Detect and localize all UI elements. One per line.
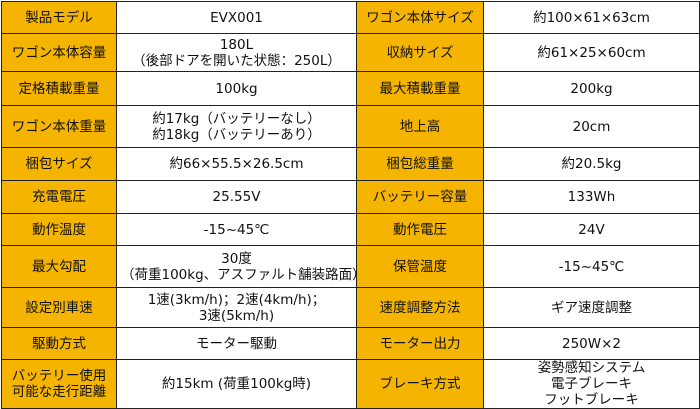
cell-line: 約17kg（バッテリーなし） <box>152 110 321 127</box>
cell-line: 約66×55.5×26.5cm <box>169 156 304 172</box>
spec-value: 24V <box>483 213 700 246</box>
spec-label: 駆動方式 <box>1 327 117 360</box>
spec-label: モーター出力 <box>356 327 484 360</box>
spec-label: ブレーキ方式 <box>356 359 484 409</box>
spec-label: 梱包サイズ <box>1 147 117 181</box>
spec-row: 動作温度 -15~45℃ 動作電圧 24V <box>1 213 700 246</box>
spec-label: バッテリー使用 可能な走行距離 <box>1 359 117 409</box>
spec-label: 動作電圧 <box>356 213 484 246</box>
spec-value: 100kg <box>116 71 357 106</box>
spec-label: 最大積載重量 <box>356 71 484 106</box>
spec-value: 25.55V <box>116 180 357 214</box>
cell-line: 180L <box>219 36 254 53</box>
cell-line: 1速(3km/h)；2速(4km/h)； <box>147 291 326 308</box>
cell-line: ギア速度調整 <box>551 299 632 316</box>
spec-value: 姿勢感知システム 電子ブレーキ フットブレーキ <box>483 359 700 409</box>
spec-value: -15~45℃ <box>483 245 700 288</box>
cell-line: 約15km (荷重100kg時) <box>161 376 312 392</box>
spec-value: 約17kg（バッテリーなし） 約18kg（バッテリーあり） <box>116 105 357 148</box>
spec-label: ワゴン本体サイズ <box>356 1 484 34</box>
spec-value: 約15km (荷重100kg時) <box>116 359 357 409</box>
cell-line: モーター駆動 <box>196 335 277 352</box>
spec-label: 保管温度 <box>356 245 484 288</box>
cell-line: 25.55V <box>212 189 261 205</box>
spec-row: ワゴン本体重量 約17kg（バッテリーなし） 約18kg（バッテリーあり） 地上高 20… <box>1 105 700 148</box>
spec-label: 地上高 <box>356 105 484 148</box>
spec-label: 製品モデル <box>1 1 117 34</box>
spec-row: 梱包サイズ 約66×55.5×26.5cm 梱包総重量 約20.5kg <box>1 147 700 181</box>
spec-value: EVX001 <box>116 1 357 34</box>
cell-line: -15~45℃ <box>203 221 270 238</box>
cell-line: 可能な走行距離 <box>11 384 107 400</box>
spec-label: 収納サイズ <box>356 33 484 72</box>
cell-line: 約100×61×63cm <box>533 9 650 26</box>
spec-value: 30度 （荷重100kg、アスファルト舗装路面） <box>116 245 366 288</box>
spec-value: 20cm <box>483 105 700 148</box>
spec-value: 1速(3km/h)；2速(4km/h)； 3速(5km/h) <box>116 287 357 328</box>
spec-label: 速度調整方法 <box>356 287 484 328</box>
spec-label: 動作温度 <box>1 213 117 246</box>
cell-line: フットブレーキ <box>544 392 639 408</box>
spec-label: 定格積載重量 <box>1 71 117 106</box>
cell-line: 姿勢感知システム <box>537 360 646 376</box>
cell-line: 100kg <box>215 80 258 97</box>
spec-value: 133Wh <box>483 180 700 214</box>
spec-value: 200kg <box>483 71 700 106</box>
cell-line: バッテリー使用 <box>11 368 107 384</box>
cell-line: EVX001 <box>210 9 263 26</box>
cell-line: 3速(5km/h) <box>198 307 275 324</box>
spec-row: 充電電圧 25.55V バッテリー容量 133Wh <box>1 180 700 214</box>
spec-value: 約20.5kg <box>483 147 700 181</box>
spec-row: 駆動方式 モーター駆動 モーター出力 250W×2 <box>1 327 700 360</box>
cell-line: 250W×2 <box>561 335 622 352</box>
spec-row: 設定別車速 1速(3km/h)；2速(4km/h)； 3速(5km/h) 速度調整方法… <box>1 287 700 328</box>
spec-label: バッテリー容量 <box>356 180 484 214</box>
spec-value: モーター駆動 <box>116 327 357 360</box>
spec-value: 約100×61×63cm <box>483 1 700 34</box>
spec-label: 梱包総重量 <box>356 147 484 181</box>
spec-value: 約66×55.5×26.5cm <box>116 147 357 181</box>
spec-row: 製品モデル EVX001 ワゴン本体サイズ 約100×61×63cm <box>1 1 700 34</box>
cell-line: 24V <box>578 221 605 238</box>
spec-label: 充電電圧 <box>1 180 117 214</box>
spec-label: ワゴン本体容量 <box>1 33 117 72</box>
cell-line: 約61×25×60cm <box>537 44 646 61</box>
cell-line: 約18kg（バッテリーあり） <box>152 126 321 143</box>
spec-value: ギア速度調整 <box>483 287 700 328</box>
cell-line: 約20.5kg <box>561 156 622 172</box>
spec-value: 250W×2 <box>483 327 700 360</box>
cell-line: （荷重100kg、アスファルト舗装路面） <box>121 266 366 283</box>
cell-line: 20cm <box>572 118 611 135</box>
cell-line: 電子ブレーキ <box>551 376 632 392</box>
cell-line: -15~45℃ <box>558 258 625 275</box>
cell-line: 200kg <box>570 80 613 97</box>
cell-line: 30度 <box>221 250 252 267</box>
spec-value: 約61×25×60cm <box>483 33 700 72</box>
cell-line: 133Wh <box>567 189 616 205</box>
spec-label: 最大勾配 <box>1 245 117 288</box>
spec-label: 設定別車速 <box>1 287 117 328</box>
spec-value: 180L （後部ドアを開いた状態：250L） <box>116 33 357 72</box>
spec-label: ワゴン本体重量 <box>1 105 117 148</box>
spec-row: 定格積載重量 100kg 最大積載重量 200kg <box>1 71 700 106</box>
spec-value: -15~45℃ <box>116 213 357 246</box>
cell-line: （後部ドアを開いた状態：250L） <box>132 52 341 69</box>
spec-row: 最大勾配 30度 （荷重100kg、アスファルト舗装路面） 保管温度 -15~45℃ <box>1 245 700 288</box>
spec-row: ワゴン本体容量 180L （後部ドアを開いた状態：250L） 収納サイズ 約61×25×… <box>1 33 700 72</box>
spec-row: バッテリー使用 可能な走行距離 約15km (荷重100kg時) ブレーキ方式 姿勢感知… <box>1 359 700 409</box>
